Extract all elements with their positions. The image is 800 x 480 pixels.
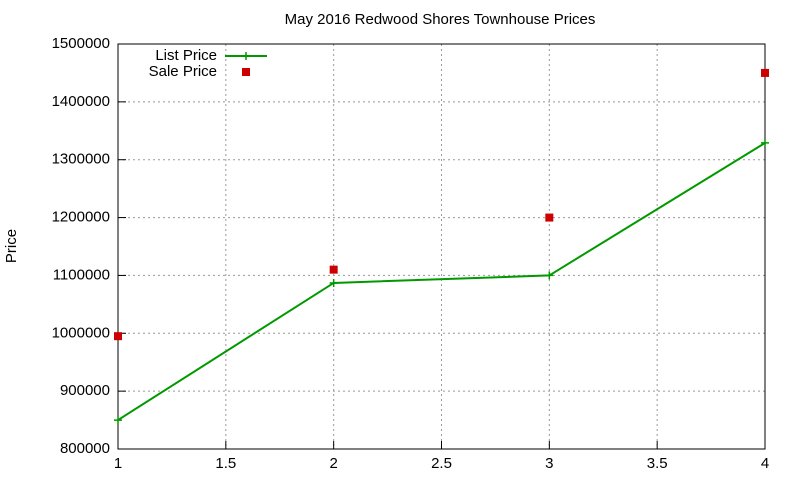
legend-label: Sale Price: [149, 63, 217, 80]
data-point: [761, 138, 769, 147]
data-point: [329, 278, 338, 287]
legend-label: List Price: [155, 47, 217, 64]
y-tick-label: 1500000: [52, 35, 110, 52]
legend-marker: [242, 52, 250, 60]
y-tick-label: 1000000: [52, 324, 110, 341]
y-tick-label: 1200000: [52, 209, 110, 226]
x-tick-label: 4: [761, 455, 769, 472]
plot-frame: [117, 43, 766, 450]
data-point: [329, 265, 338, 274]
data-point: [545, 271, 554, 280]
x-tick-label: 1: [114, 455, 122, 472]
chart-title: May 2016 Redwood Shores Townhouse Prices: [285, 11, 596, 28]
legend-marker: [242, 68, 250, 76]
data-point: [114, 416, 122, 425]
y-tick-label: 800000: [60, 440, 110, 457]
y-tick-label: 1100000: [53, 266, 110, 283]
x-tick-label: 3.5: [647, 455, 668, 472]
x-tick-label: 3: [545, 455, 553, 472]
x-tick-label: 2.5: [431, 455, 452, 472]
series-line: [117, 142, 766, 421]
data-point: [761, 68, 769, 77]
y-axis-label: Price: [3, 229, 20, 263]
y-tick-label: 900000: [60, 382, 110, 399]
x-tick-label: 1.5: [215, 455, 236, 472]
x-tick-label: 2: [329, 455, 337, 472]
y-tick-label: 1300000: [52, 151, 110, 168]
data-point: [114, 332, 122, 341]
y-tick-label: 1400000: [52, 93, 110, 110]
data-point: [545, 213, 554, 222]
